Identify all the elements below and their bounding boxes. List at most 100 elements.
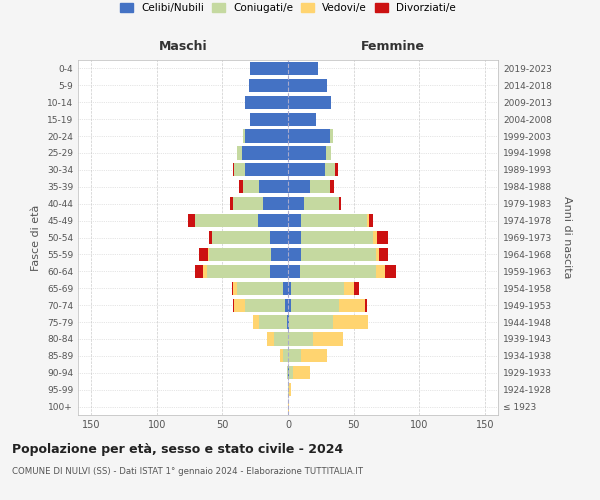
Bar bbox=[244, 130, 245, 142]
Bar bbox=[288, 248, 301, 261]
Bar bbox=[245, 298, 286, 312]
Bar bbox=[344, 282, 353, 295]
Bar bbox=[289, 366, 293, 380]
Bar bbox=[212, 231, 269, 244]
Bar bbox=[232, 282, 233, 295]
Bar bbox=[367, 214, 370, 227]
Bar bbox=[271, 248, 288, 261]
Bar bbox=[288, 400, 289, 413]
Bar bbox=[230, 197, 233, 210]
Bar bbox=[293, 366, 310, 380]
Bar bbox=[353, 282, 359, 295]
Bar bbox=[242, 146, 288, 160]
Bar bbox=[253, 316, 259, 328]
Bar bbox=[288, 62, 318, 75]
Bar bbox=[206, 264, 269, 278]
Y-axis label: Anni di nascita: Anni di nascita bbox=[562, 196, 572, 279]
Y-axis label: Fasce di età: Fasce di età bbox=[31, 204, 41, 270]
Bar bbox=[332, 316, 368, 328]
Bar bbox=[234, 298, 245, 312]
Bar bbox=[209, 248, 271, 261]
Bar bbox=[385, 264, 395, 278]
Bar bbox=[301, 248, 376, 261]
Bar bbox=[288, 96, 331, 109]
Bar bbox=[376, 248, 379, 261]
Bar bbox=[195, 264, 203, 278]
Bar bbox=[287, 366, 288, 380]
Bar bbox=[269, 231, 288, 244]
Bar bbox=[237, 282, 283, 295]
Bar bbox=[233, 197, 263, 210]
Bar bbox=[288, 282, 290, 295]
Bar bbox=[290, 282, 344, 295]
Text: COMUNE DI NULVI (SS) - Dati ISTAT 1° gennaio 2024 - Elaborazione TUTTITALIA.IT: COMUNE DI NULVI (SS) - Dati ISTAT 1° gen… bbox=[12, 468, 363, 476]
Bar bbox=[267, 332, 274, 345]
Bar bbox=[325, 164, 335, 176]
Bar bbox=[376, 264, 385, 278]
Bar bbox=[208, 248, 209, 261]
Bar bbox=[289, 316, 332, 328]
Bar bbox=[237, 146, 242, 160]
Bar bbox=[259, 180, 288, 194]
Bar bbox=[301, 231, 373, 244]
Bar bbox=[269, 264, 288, 278]
Bar bbox=[288, 146, 326, 160]
Bar bbox=[195, 214, 258, 227]
Bar bbox=[288, 264, 300, 278]
Bar bbox=[330, 130, 332, 142]
Bar bbox=[377, 231, 388, 244]
Bar bbox=[310, 180, 330, 194]
Bar bbox=[283, 282, 288, 295]
Bar bbox=[288, 180, 310, 194]
Bar bbox=[288, 197, 304, 210]
Bar bbox=[288, 214, 301, 227]
Bar bbox=[263, 197, 288, 210]
Bar bbox=[203, 264, 206, 278]
Bar bbox=[245, 96, 288, 109]
Bar bbox=[209, 231, 212, 244]
Bar bbox=[288, 298, 290, 312]
Bar bbox=[326, 146, 331, 160]
Bar bbox=[288, 231, 301, 244]
Text: Popolazione per età, sesso e stato civile - 2024: Popolazione per età, sesso e stato civil… bbox=[12, 442, 343, 456]
Bar bbox=[259, 316, 287, 328]
Bar bbox=[274, 332, 288, 345]
Bar bbox=[283, 349, 288, 362]
Bar bbox=[188, 214, 195, 227]
Bar bbox=[339, 298, 365, 312]
Bar bbox=[339, 197, 341, 210]
Bar bbox=[288, 164, 325, 176]
Legend: Celibi/Nubili, Coniugati/e, Vedovi/e, Divorziati/e: Celibi/Nubili, Coniugati/e, Vedovi/e, Di… bbox=[120, 3, 456, 13]
Bar bbox=[288, 349, 301, 362]
Bar bbox=[330, 180, 334, 194]
Bar bbox=[379, 248, 388, 261]
Bar bbox=[248, 79, 288, 92]
Bar bbox=[199, 248, 208, 261]
Bar bbox=[288, 332, 313, 345]
Bar bbox=[300, 264, 376, 278]
Bar bbox=[290, 298, 339, 312]
Text: Femmine: Femmine bbox=[361, 40, 425, 52]
Bar bbox=[245, 130, 288, 142]
Bar bbox=[287, 316, 288, 328]
Bar bbox=[288, 383, 289, 396]
Bar bbox=[258, 214, 288, 227]
Text: Maschi: Maschi bbox=[158, 40, 208, 52]
Bar bbox=[288, 79, 328, 92]
Bar bbox=[365, 298, 367, 312]
Bar bbox=[288, 316, 289, 328]
Bar bbox=[313, 332, 343, 345]
Bar bbox=[370, 214, 373, 227]
Bar bbox=[234, 164, 245, 176]
Bar bbox=[286, 298, 288, 312]
Bar bbox=[301, 349, 328, 362]
Bar bbox=[288, 366, 289, 380]
Bar bbox=[301, 214, 367, 227]
Bar bbox=[233, 164, 234, 176]
Bar bbox=[250, 62, 288, 75]
Bar bbox=[239, 180, 244, 194]
Bar bbox=[244, 180, 259, 194]
Bar bbox=[250, 112, 288, 126]
Bar bbox=[289, 383, 290, 396]
Bar bbox=[245, 164, 288, 176]
